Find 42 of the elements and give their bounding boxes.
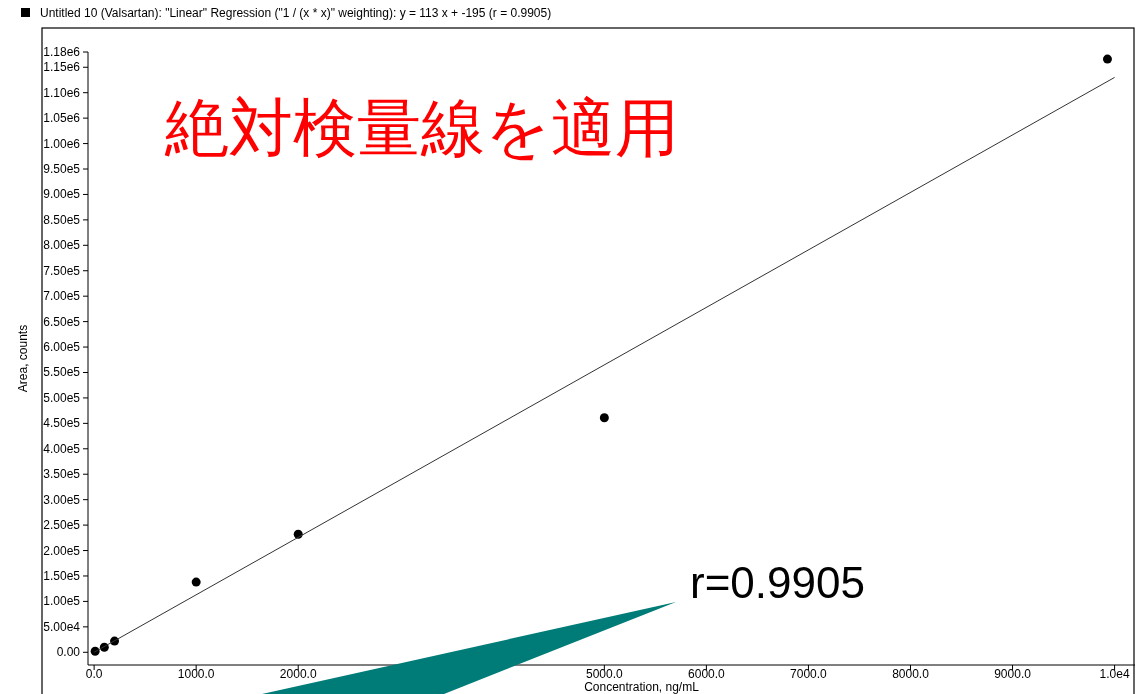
- y-tick-label: 5.50e5: [43, 365, 81, 380]
- x-tick-label: 9000.0: [994, 667, 1032, 681]
- y-axis-title: Area, counts: [16, 324, 30, 393]
- point: [1102, 54, 1112, 64]
- x-tick-label: 1.0e4: [1099, 667, 1130, 681]
- annotation: r=0.9905: [690, 558, 865, 607]
- y-tick-label: 1.05e6: [43, 111, 81, 126]
- x-tick-label: 2000.0: [279, 667, 317, 681]
- y-tick-label: 4.00e5: [43, 441, 81, 456]
- x-tick-label: 5000.0: [586, 667, 624, 681]
- annotation: 絶対検量線を適用: [164, 92, 679, 164]
- y-tick-label: 1.18e6: [43, 45, 81, 59]
- legend: Untitled 10 (Valsartan): "Linear" Regression ("1 / (x * x)" weighting): y = 113 x + -195 (r = 0.9905): [21, 6, 552, 20]
- y-tick-label: 1.00e6: [43, 136, 81, 151]
- x-tick-label: 1000.0: [177, 667, 215, 681]
- y-tick-label: 7.50e5: [43, 263, 81, 278]
- y-tick-label: 9.00e5: [43, 187, 81, 202]
- x-tick-label: 7000.0: [790, 667, 828, 681]
- y-tick-label: 2.50e5: [43, 518, 81, 533]
- y-tick-label: 4.50e5: [43, 416, 81, 431]
- x-tick-label: 8000.0: [892, 667, 930, 681]
- y-tick-label: 8.50e5: [43, 212, 81, 227]
- y-tick-label: 5.00e5: [43, 390, 81, 405]
- y-tick-label: 3.00e5: [43, 492, 81, 507]
- y-tick-label: 6.00e5: [43, 340, 81, 355]
- y-tick-label: 1.50e5: [43, 568, 81, 583]
- y-tick-label: 1.10e6: [43, 85, 81, 100]
- y-tick-label: 0.00: [56, 645, 81, 660]
- x-tick-label: 0.0: [85, 667, 103, 681]
- y-tick-label: 1.15e6: [43, 60, 81, 75]
- point: [599, 413, 609, 423]
- y-tick-label: 7.00e5: [43, 289, 81, 304]
- x-tick-label: 6000.0: [688, 667, 726, 681]
- y-tick-label: 3.50e5: [43, 467, 81, 482]
- y-tick-label: 9.50e5: [43, 162, 81, 176]
- point: [191, 577, 201, 587]
- y-tick-label: 2.00e5: [43, 543, 81, 558]
- x-axis-title: Concentration, ng/mL: [584, 680, 700, 694]
- y-tick-label: 5.00e4: [43, 619, 81, 634]
- y-tick-label: 6.50e5: [43, 314, 81, 329]
- y-tick-label: 1.00e5: [43, 594, 81, 609]
- y-tick-label: 8.00e5: [43, 238, 81, 253]
